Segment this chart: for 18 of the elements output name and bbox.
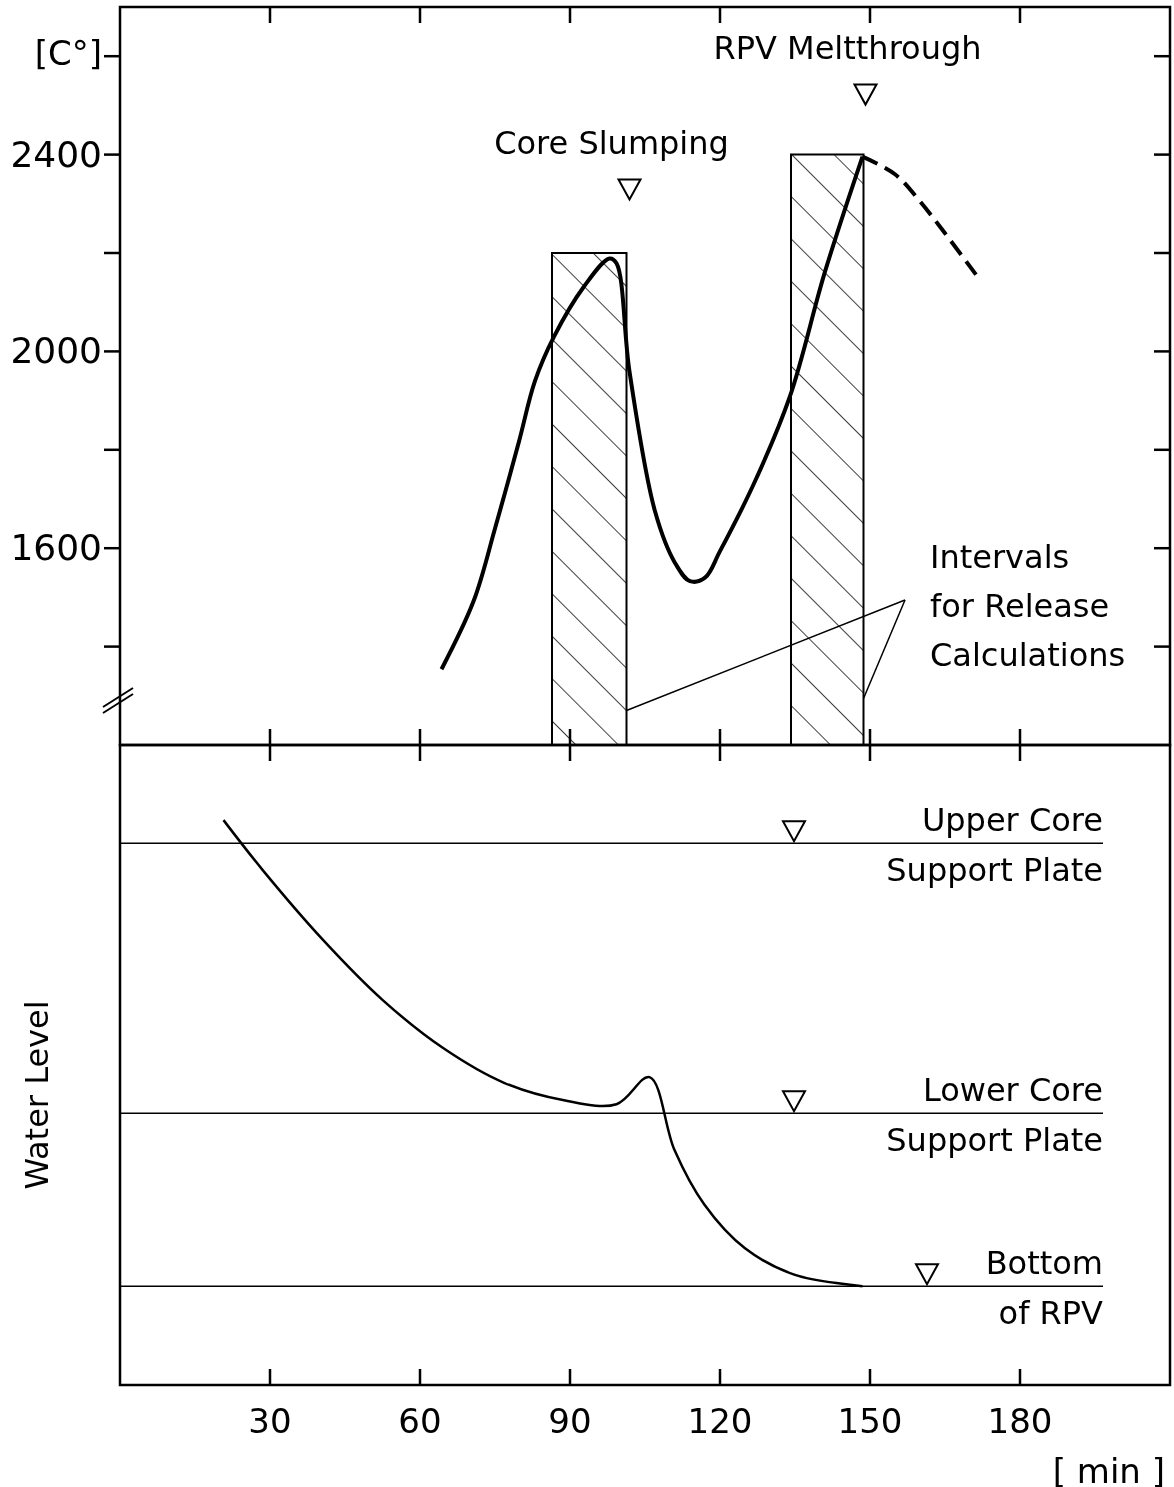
- x-axis-title: [ min ]: [1052, 1451, 1165, 1487]
- ref-line-label: Upper Core Support Plate: [886, 801, 1103, 890]
- x-tick-label: 90: [548, 1401, 592, 1441]
- annotation: RPV Meltthrough: [713, 28, 982, 67]
- ref-line-label: Lower Core Support Plate: [886, 1071, 1103, 1160]
- y-axis-title: [C°]: [34, 33, 102, 73]
- x-tick-label: 60: [398, 1401, 442, 1441]
- annotation: Intervals for Release Calculations: [930, 538, 1126, 674]
- annotation: Core Slumping: [494, 123, 729, 162]
- x-tick-label: 120: [687, 1401, 753, 1441]
- x-tick-label: 180: [987, 1401, 1053, 1441]
- y-tick-label: 2000: [10, 330, 102, 372]
- ref-line-label: Bottom of RPV: [985, 1244, 1104, 1333]
- y-tick-label: 1600: [10, 527, 102, 569]
- x-tick-label: 30: [248, 1401, 292, 1441]
- x-tick-label: 150: [837, 1401, 903, 1441]
- y-tick-label: 2400: [10, 133, 102, 175]
- y-axis-title: Water Level: [18, 1000, 56, 1190]
